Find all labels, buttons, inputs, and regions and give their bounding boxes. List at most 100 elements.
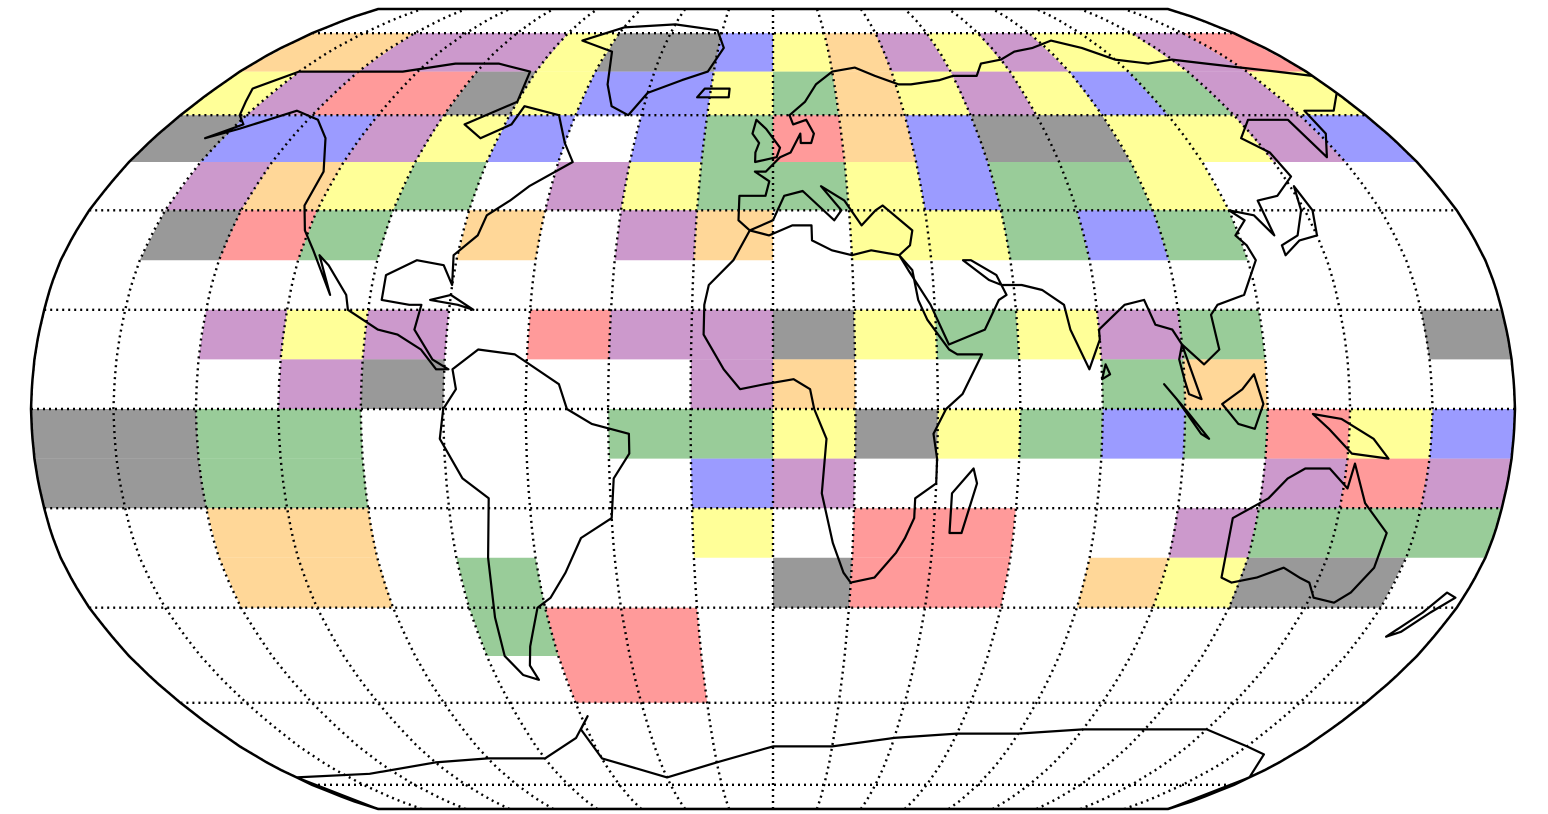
map-cell-red [378, 71, 477, 116]
map-cell-purple [476, 33, 569, 72]
map-cell-orange [206, 508, 299, 558]
map-cell-yellow [692, 508, 773, 558]
landmass-borneo [1221, 373, 1265, 430]
landmass-north-america [204, 62, 574, 371]
map-cell-yellow [415, 115, 510, 162]
map-cell-blue [1069, 71, 1168, 116]
map-cell-red [526, 309, 611, 360]
landmass-cuba [429, 293, 475, 311]
map-cell-gray [1420, 309, 1512, 360]
map-cell-orange [832, 71, 905, 116]
map-cell-orange [298, 557, 394, 608]
map-cell-green [1183, 409, 1268, 459]
map-cell-purple [278, 359, 363, 409]
map-cell-blue [629, 115, 708, 162]
map-cell-green [1059, 162, 1153, 211]
meridian-line [524, 9, 643, 809]
meridian-line [903, 9, 1022, 809]
map-cell-purple [362, 309, 450, 360]
map-cell-green [198, 458, 288, 509]
map-cell-red [1265, 409, 1351, 459]
map-cell-yellow [1010, 71, 1103, 116]
map-cell-green [393, 162, 487, 211]
landmass-south-america [438, 348, 631, 681]
map-cell-yellow [1130, 162, 1229, 211]
map-cell-yellow [1029, 33, 1129, 72]
map-cell-orange [1076, 557, 1169, 608]
map-cell-red [931, 508, 1016, 558]
map-cell-green [298, 210, 394, 261]
map-cell-green [1152, 210, 1248, 261]
map-cell-red [925, 557, 1011, 608]
map-cell-orange [773, 359, 856, 409]
map-cell-purple [246, 71, 359, 116]
landmass-madagascar [948, 467, 979, 535]
map-cell-green [469, 607, 559, 656]
map-cell-yellow [707, 71, 773, 116]
meridian-line [1123, 9, 1434, 809]
map-cell-purple [614, 210, 697, 261]
map-cell-green [935, 309, 1020, 360]
map-cell-purple [950, 71, 1037, 116]
map-cell-green [690, 409, 773, 459]
map-cell-yellow [1347, 409, 1433, 459]
map-cell-purple [417, 33, 517, 72]
map-cell-red [852, 508, 935, 558]
landmass-japan [1280, 185, 1319, 257]
meridian-line [606, 9, 687, 809]
map-cell-yellow [536, 33, 620, 72]
map-cell-orange [241, 162, 344, 211]
map-cell-yellow [1015, 309, 1102, 360]
map-cell-purple [198, 309, 288, 360]
map-cell-gray [773, 309, 856, 360]
map-cell-orange [219, 557, 318, 608]
map-cell-gray [970, 115, 1060, 162]
globe-outline [29, 7, 1517, 811]
map-cell-red [558, 656, 642, 703]
map-cell-green [987, 162, 1077, 211]
meridian-line [441, 9, 599, 809]
map-cell-blue [1429, 409, 1515, 459]
colored-cells [31, 33, 1515, 703]
map-cell-gray [1304, 557, 1407, 608]
map-cell-purple [608, 309, 692, 360]
meridian-line [859, 9, 940, 809]
map-cell-gray [139, 210, 242, 261]
map-cell-orange [456, 210, 546, 261]
map-cell-yellow [925, 210, 1011, 261]
map-cell-green [456, 557, 546, 608]
map-cell-purple [1420, 458, 1512, 509]
map-cell-purple [343, 115, 444, 162]
map-cell-green [697, 162, 773, 211]
map-cell-purple [875, 33, 951, 72]
map-cell-gray [855, 409, 938, 459]
map-cell-yellow [280, 309, 369, 360]
meridian-line [947, 9, 1105, 809]
map-cell-gray [1036, 115, 1131, 162]
map-cell-purple [1187, 71, 1300, 116]
map-cell-yellow [849, 210, 932, 261]
landmass-iceland [696, 87, 731, 99]
landmass-sumatra [1163, 383, 1211, 440]
map-cell-blue [1101, 409, 1186, 459]
map-cell-red [545, 607, 630, 656]
map-cell-purple [1258, 458, 1348, 509]
meridian-line [991, 9, 1187, 809]
map-cell-gray [116, 458, 207, 509]
map-cell-gray [1228, 557, 1327, 608]
map-cell-gray [773, 557, 853, 608]
map-cell-green [1327, 508, 1421, 558]
map-cell-gray [595, 33, 671, 72]
map-cell-purple [358, 33, 466, 72]
map-cell-yellow [621, 162, 702, 211]
map-cell-green [1000, 210, 1090, 261]
map-cell-red [219, 210, 318, 261]
map-cell-blue [904, 115, 988, 162]
map-cell-orange [824, 33, 892, 72]
map-cell-blue [1299, 115, 1417, 162]
map-cell-green [608, 409, 691, 459]
map-cell-green [1177, 309, 1266, 360]
map-cell-purple [773, 458, 856, 509]
